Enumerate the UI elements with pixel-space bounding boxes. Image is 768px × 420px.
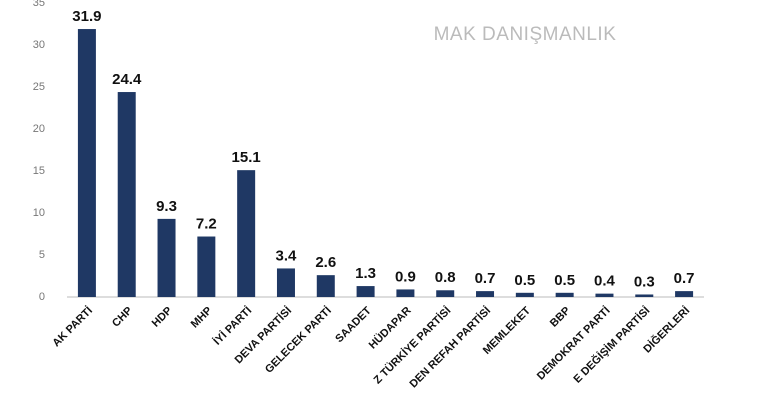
bar bbox=[77, 29, 96, 297]
x-tick-label: HDP bbox=[150, 305, 175, 330]
bar bbox=[117, 92, 136, 297]
bar bbox=[396, 289, 415, 297]
bar bbox=[356, 286, 375, 297]
bar bbox=[436, 290, 455, 297]
bar bbox=[515, 292, 534, 297]
watermark: MAK DANIŞMANLIK bbox=[434, 24, 617, 45]
x-tick-label: CHP bbox=[110, 305, 135, 330]
value-label: 0.3 bbox=[634, 273, 655, 290]
value-label: 0.9 bbox=[395, 268, 416, 285]
y-tick-label: 20 bbox=[33, 123, 45, 135]
x-tick-label: SAADET bbox=[333, 304, 374, 345]
value-label: 3.4 bbox=[276, 247, 298, 264]
bar bbox=[316, 275, 335, 297]
x-tick-label: DEMOKRAT PARTİ bbox=[534, 304, 612, 382]
x-tick-label: GELECEK PARTİ bbox=[262, 304, 334, 376]
value-label: 9.3 bbox=[156, 198, 177, 215]
y-tick-label: 15 bbox=[33, 165, 45, 177]
bar bbox=[476, 291, 495, 297]
y-tick-label: 5 bbox=[39, 249, 45, 261]
y-tick-label: 25 bbox=[33, 81, 45, 93]
x-tick-label: MHP bbox=[189, 305, 215, 331]
value-label: 0.5 bbox=[554, 272, 575, 289]
bar bbox=[555, 292, 574, 297]
x-tick-label: E DEĞİŞİM PARTİSİ bbox=[571, 304, 653, 386]
bar bbox=[635, 294, 654, 297]
bar bbox=[157, 218, 176, 297]
value-label: 0.5 bbox=[514, 272, 535, 289]
y-tick-label: 10 bbox=[33, 207, 45, 219]
value-label: 0.4 bbox=[594, 273, 616, 290]
value-label: 0.7 bbox=[674, 270, 695, 287]
x-tick-label: Z TÜRKİYE PARTİSİ bbox=[371, 304, 454, 387]
bar bbox=[276, 268, 295, 297]
value-label: 7.2 bbox=[196, 215, 217, 232]
value-label: 1.3 bbox=[355, 265, 376, 282]
value-label: 0.8 bbox=[435, 269, 456, 286]
value-label: 0.7 bbox=[475, 270, 496, 287]
bar bbox=[197, 236, 216, 297]
x-tick-label: DEN REFAH PARTİSİ bbox=[407, 304, 493, 390]
y-tick-label: 35 bbox=[33, 0, 45, 9]
x-tick-label: İYİ PARTİ bbox=[211, 304, 255, 348]
value-label: 24.4 bbox=[112, 71, 142, 88]
value-label: 15.1 bbox=[232, 149, 261, 166]
value-label: 31.9 bbox=[72, 8, 101, 25]
x-tick-label: BBP bbox=[548, 305, 573, 330]
bar bbox=[237, 170, 256, 297]
y-tick-label: 0 bbox=[39, 291, 45, 303]
bar bbox=[595, 293, 614, 297]
bar bbox=[675, 291, 694, 297]
value-label: 2.6 bbox=[315, 254, 336, 271]
y-tick-label: 30 bbox=[33, 39, 45, 51]
x-tick-label: AK PARTİ bbox=[50, 304, 95, 349]
